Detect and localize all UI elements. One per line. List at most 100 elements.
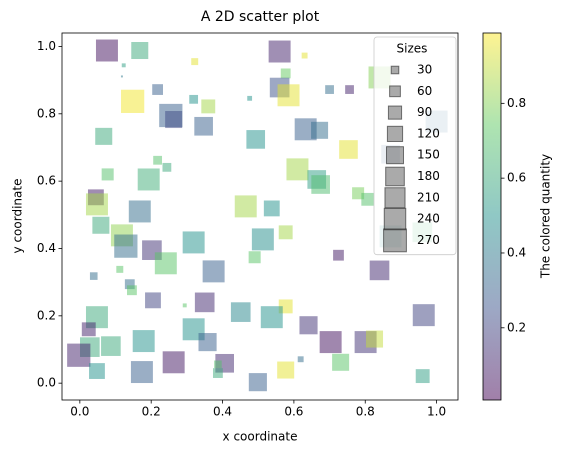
point <box>230 302 251 322</box>
point <box>286 158 309 181</box>
point <box>145 292 161 309</box>
y-tick-label: 1.0 <box>37 39 56 53</box>
point <box>127 285 137 296</box>
point <box>121 89 145 113</box>
x-tick-label: 0.4 <box>213 405 232 419</box>
point <box>202 260 225 283</box>
x-axis-label: x coordinate <box>223 430 298 444</box>
point <box>311 175 330 194</box>
legend-label: 150 <box>417 148 440 162</box>
y-tick-label: 0.6 <box>37 174 56 188</box>
point <box>301 52 308 59</box>
legend-label: 90 <box>417 105 432 119</box>
point <box>212 368 223 378</box>
point <box>124 279 135 290</box>
point <box>114 234 138 258</box>
point <box>130 361 153 384</box>
point <box>260 306 283 329</box>
point <box>361 192 375 206</box>
y-tick-label: 0.2 <box>37 308 56 322</box>
point <box>201 99 216 114</box>
point <box>128 200 151 223</box>
y-axis-label: y coordinate <box>11 179 25 254</box>
point <box>95 127 113 145</box>
point <box>85 193 108 216</box>
point <box>182 303 187 308</box>
point <box>366 330 384 348</box>
legend-label: 120 <box>417 126 440 140</box>
point <box>214 360 222 369</box>
point <box>352 187 365 200</box>
point <box>345 85 354 94</box>
point <box>89 272 98 280</box>
legend-marker <box>387 105 403 120</box>
point <box>299 316 318 335</box>
point <box>412 304 435 327</box>
legend-label: 210 <box>417 190 440 204</box>
legend-label: 60 <box>417 84 432 98</box>
point <box>120 75 123 78</box>
legend-marker <box>386 125 404 143</box>
y-tick-label: 0.0 <box>37 376 56 390</box>
legend-title: Sizes <box>397 42 428 56</box>
colorbar-tick-label: 0.4 <box>507 245 526 259</box>
point <box>246 130 266 149</box>
point <box>325 85 334 94</box>
point <box>132 330 155 353</box>
x-tick-label: 1.0 <box>427 405 446 419</box>
point <box>248 251 261 264</box>
point <box>278 225 293 240</box>
point <box>154 252 177 275</box>
point <box>95 39 118 62</box>
legend-label: 30 <box>417 63 432 77</box>
colorbar-tick-label: 0.6 <box>507 171 526 185</box>
colorbar <box>483 33 501 400</box>
point <box>162 162 172 172</box>
point <box>339 140 358 159</box>
point <box>162 351 185 374</box>
colorbar-label: The colored quantity <box>539 154 553 279</box>
colorbar-tick-label: 0.2 <box>507 320 526 334</box>
point <box>234 195 257 218</box>
y-tick-label: 0.8 <box>37 106 56 120</box>
point <box>277 84 300 107</box>
point <box>311 121 329 139</box>
point <box>319 331 342 354</box>
legend-label: 270 <box>417 233 440 247</box>
point <box>137 168 160 191</box>
legend-marker <box>384 187 406 209</box>
point <box>121 63 126 68</box>
point <box>89 363 105 379</box>
point <box>247 95 253 101</box>
point <box>67 343 91 367</box>
point <box>268 40 291 63</box>
colorbar-tick-label: 0.8 <box>507 96 526 110</box>
point <box>81 322 96 337</box>
point <box>277 361 295 379</box>
point <box>182 231 205 254</box>
point <box>101 168 114 181</box>
point <box>189 94 199 104</box>
point <box>191 58 199 66</box>
x-tick-label: 0.6 <box>284 405 303 419</box>
point <box>152 84 163 95</box>
x-tick-label: 0.2 <box>142 405 161 419</box>
point <box>116 265 124 273</box>
legend-label: 240 <box>417 212 440 226</box>
point <box>153 155 163 165</box>
point <box>92 216 110 234</box>
point <box>369 260 390 281</box>
point <box>332 353 350 371</box>
chart-title: A 2D scatter plot <box>201 9 320 25</box>
axes-frame <box>61 32 459 401</box>
legend-marker <box>383 228 407 253</box>
point <box>194 292 215 313</box>
x-tick-label: 0.8 <box>356 405 375 419</box>
x-tick-label: 0.0 <box>70 405 89 419</box>
point <box>415 369 430 384</box>
point <box>333 249 344 261</box>
legend-marker <box>390 65 400 75</box>
point <box>248 373 267 392</box>
point <box>263 200 280 217</box>
